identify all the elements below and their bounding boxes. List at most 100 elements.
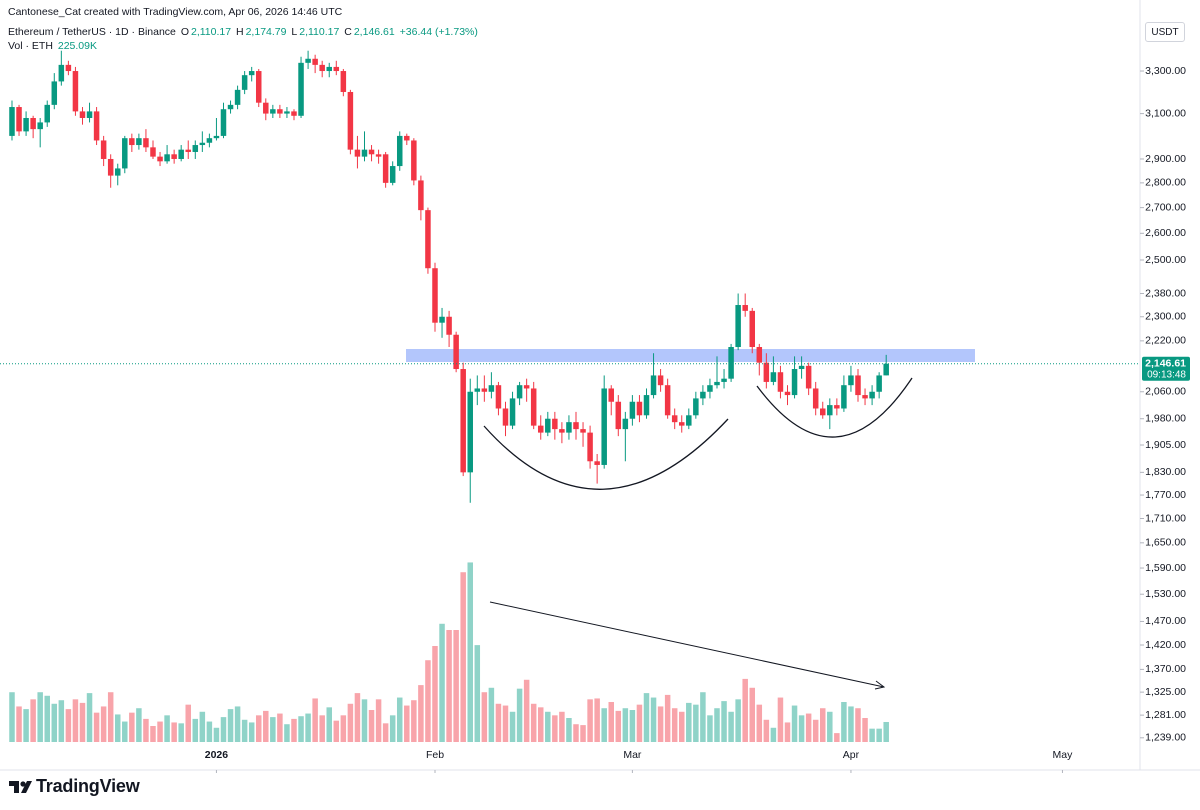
candle-body bbox=[700, 391, 706, 399]
volume-bar bbox=[523, 679, 530, 742]
volume-bar bbox=[587, 699, 593, 742]
volume-bar bbox=[573, 724, 579, 742]
last-price-box bbox=[1142, 356, 1190, 381]
candle-body bbox=[587, 432, 593, 462]
candle-body bbox=[495, 385, 502, 409]
candle-body bbox=[319, 64, 325, 72]
candle-body bbox=[150, 147, 156, 157]
candle-body bbox=[728, 347, 734, 379]
volume-bar bbox=[389, 715, 396, 742]
volume-bar bbox=[122, 721, 128, 742]
candle-body bbox=[418, 180, 424, 211]
candle-body bbox=[361, 149, 368, 157]
candle-body bbox=[686, 415, 692, 426]
candle-body bbox=[129, 138, 135, 146]
handle-arc bbox=[756, 377, 913, 438]
y-tick-label: 1,530.00 bbox=[1145, 588, 1186, 600]
candle-body bbox=[136, 138, 142, 146]
candle-body bbox=[763, 362, 770, 382]
volume-bar bbox=[700, 692, 706, 742]
candle-body bbox=[467, 391, 473, 473]
volume-bar bbox=[643, 693, 650, 742]
volume-bar bbox=[763, 719, 770, 742]
candle-layer bbox=[9, 50, 889, 503]
candle-body bbox=[770, 372, 777, 382]
candle-body bbox=[559, 429, 565, 433]
candle-body bbox=[23, 117, 29, 132]
volume-bar bbox=[460, 572, 466, 742]
volume-bar bbox=[227, 709, 234, 742]
y-tick-label: 1,239.00 bbox=[1145, 732, 1186, 744]
volume-bar bbox=[834, 733, 840, 742]
y-tick-label: 2,500.00 bbox=[1145, 254, 1186, 266]
candle-body bbox=[693, 398, 699, 416]
volume-bar bbox=[361, 699, 368, 742]
volume-bar bbox=[615, 710, 622, 742]
candle-body bbox=[171, 154, 177, 159]
candle-body bbox=[375, 154, 382, 157]
candle-body bbox=[347, 91, 354, 150]
volume-title: Vol · ETH bbox=[8, 40, 53, 52]
volume-bar bbox=[164, 715, 170, 742]
y-tick-label: 1,325.00 bbox=[1145, 686, 1186, 698]
candle-body bbox=[333, 66, 340, 72]
candle-body bbox=[714, 381, 720, 386]
volume-bar bbox=[855, 708, 861, 742]
logo-dot bbox=[20, 781, 26, 787]
candle-body bbox=[213, 135, 220, 139]
volume-bar bbox=[693, 704, 699, 742]
volume-bar bbox=[396, 697, 403, 742]
candle-body bbox=[389, 166, 396, 183]
volume-bar bbox=[185, 704, 191, 742]
candle-body bbox=[784, 391, 791, 396]
y-tick-label: 1,905.00 bbox=[1145, 439, 1186, 451]
candle-body bbox=[255, 71, 262, 103]
change: +36.44 (+1.73%) bbox=[399, 26, 478, 38]
candle-body bbox=[869, 391, 875, 399]
candle-body bbox=[227, 104, 234, 110]
candle-body bbox=[44, 104, 50, 123]
candle-body bbox=[439, 316, 445, 323]
candle-body bbox=[516, 385, 523, 399]
candle-body bbox=[834, 405, 840, 409]
candle-body bbox=[481, 388, 488, 392]
candle-body bbox=[777, 372, 784, 392]
volume-bar bbox=[601, 708, 607, 742]
candle-body bbox=[107, 158, 114, 176]
y-tick-label: 2,900.00 bbox=[1145, 153, 1186, 165]
brand-name: TradingView bbox=[36, 776, 140, 796]
volume-bar bbox=[883, 721, 889, 742]
y-tick-label: 1,980.00 bbox=[1145, 413, 1186, 425]
currency-button[interactable]: USDT bbox=[1145, 22, 1185, 42]
volume-layer bbox=[9, 562, 889, 742]
volume-bar bbox=[206, 721, 213, 742]
ohlc-key: H bbox=[236, 26, 244, 38]
volume-trend-arrow bbox=[489, 601, 885, 688]
candle-body bbox=[404, 135, 410, 141]
candle-body bbox=[220, 109, 227, 136]
volume-bar bbox=[728, 711, 734, 742]
volume-bar bbox=[481, 692, 488, 742]
volume-bar bbox=[446, 630, 452, 742]
volume-bar bbox=[114, 714, 121, 742]
candle-body bbox=[396, 135, 403, 167]
candle-body bbox=[749, 310, 755, 348]
candle-body bbox=[756, 347, 763, 363]
candle-body bbox=[594, 461, 600, 465]
volume-bar bbox=[671, 708, 678, 742]
candle-body bbox=[573, 422, 579, 430]
volume-bar bbox=[192, 718, 199, 742]
candle-body bbox=[664, 385, 671, 416]
volume-bar bbox=[220, 717, 227, 742]
candle-body bbox=[530, 388, 537, 426]
volume-bar bbox=[537, 707, 544, 742]
volume-value: 225.09K bbox=[57, 40, 97, 52]
volume-bar bbox=[347, 703, 354, 742]
volume-bar bbox=[368, 710, 375, 742]
volume-bar bbox=[580, 725, 586, 742]
volume-bar bbox=[805, 713, 812, 742]
candle-body bbox=[114, 168, 121, 176]
candle-body bbox=[735, 305, 741, 348]
volume-bar bbox=[812, 719, 819, 742]
